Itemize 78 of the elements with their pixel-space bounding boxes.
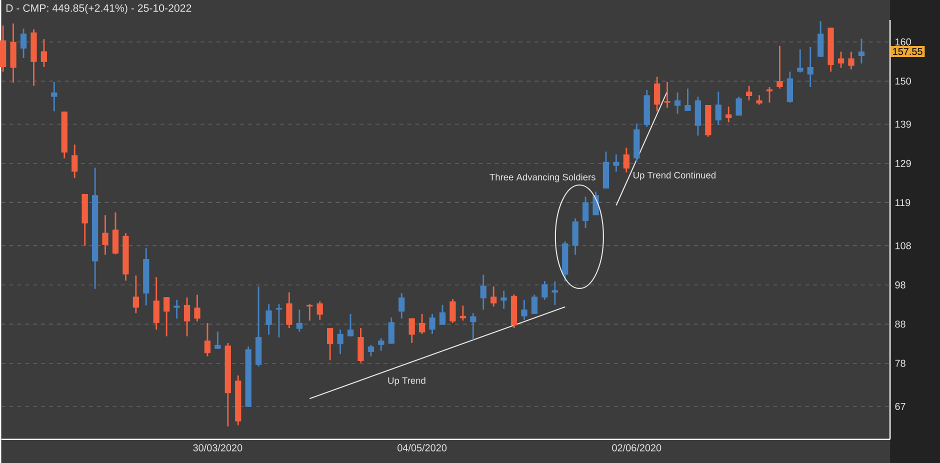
candlestick xyxy=(184,296,190,337)
y-tick-label: 108 xyxy=(896,242,911,250)
candlestick xyxy=(327,327,334,361)
candlestick xyxy=(807,46,814,88)
candlestick xyxy=(664,81,670,108)
y-tick-label: 98 xyxy=(895,281,906,288)
candlestick xyxy=(266,303,272,336)
y-tick-label: 78 xyxy=(895,360,906,367)
candlestick xyxy=(102,214,108,256)
candlestick xyxy=(674,92,681,114)
candlestick xyxy=(613,154,620,172)
candlestick xyxy=(429,313,436,334)
candlestick xyxy=(776,44,783,90)
candlestick xyxy=(623,146,630,174)
candlestick xyxy=(542,280,548,300)
candlestick xyxy=(786,70,793,104)
candlestick xyxy=(174,298,180,320)
y-tick-label: 67 xyxy=(895,402,906,410)
candlestick xyxy=(858,38,865,64)
annotation: Up Trend xyxy=(388,376,426,386)
candlestick xyxy=(848,50,854,70)
candlestick xyxy=(766,86,773,104)
candlestick xyxy=(40,38,48,68)
candlestick xyxy=(582,196,589,229)
y-tick-label: 129 xyxy=(896,160,911,167)
candlestick xyxy=(286,291,292,329)
x-tick-label: 30/03/2020 xyxy=(193,444,242,452)
candlestick xyxy=(306,303,313,322)
candlestick xyxy=(450,298,456,324)
candlestick xyxy=(531,294,538,315)
candlestick xyxy=(715,90,722,126)
candlestick xyxy=(726,106,732,123)
candlestick xyxy=(439,304,446,326)
candlestick xyxy=(72,144,78,178)
chart-title: D - CMP: 449.85(+2.41%) - 25-10-2022 xyxy=(6,4,192,14)
candlestick xyxy=(368,344,374,357)
candlestick xyxy=(684,88,691,112)
candlestick xyxy=(51,81,58,112)
candlestick xyxy=(490,286,497,308)
candlestick xyxy=(296,308,302,332)
y-tick-label: 88 xyxy=(895,320,906,328)
candlestick xyxy=(337,328,344,354)
candlestick xyxy=(194,294,200,322)
candlestick xyxy=(746,84,752,101)
y-tick-label: 139 xyxy=(896,120,911,128)
candlestick xyxy=(418,313,426,334)
x-tick-label: 04/05/2020 xyxy=(398,444,447,452)
candlestick xyxy=(347,313,354,337)
candlestick xyxy=(164,296,170,337)
candlestick xyxy=(276,303,282,338)
candlestick xyxy=(398,292,405,320)
candlestick xyxy=(500,290,507,310)
y-tick-label: 150 xyxy=(896,77,911,84)
candlestick xyxy=(838,50,844,68)
candlestick xyxy=(378,337,384,352)
candlestick xyxy=(204,322,211,357)
candlestick xyxy=(214,330,221,350)
candlestick xyxy=(480,274,486,310)
candlestick xyxy=(756,94,762,106)
candlestick xyxy=(153,276,160,330)
candlestick xyxy=(132,274,139,314)
candlestick xyxy=(388,316,394,344)
candlestick xyxy=(521,298,528,320)
x-tick-label: 02/06/2020 xyxy=(612,444,662,452)
annotation: Up Trend Continued xyxy=(634,171,716,180)
candlestick xyxy=(818,20,824,58)
candlestick xyxy=(20,28,27,59)
candlestick xyxy=(470,312,476,340)
y-tick-label: 160 xyxy=(896,38,911,46)
annotation: Three Advancing Soldiers xyxy=(490,173,596,182)
candlestick xyxy=(358,327,364,364)
candlestick xyxy=(316,300,323,320)
candlestick xyxy=(112,212,119,255)
y-tick-label: 119 xyxy=(896,198,910,206)
candlestick xyxy=(654,76,660,112)
text: 157.55 xyxy=(893,48,922,55)
candlestick xyxy=(736,96,742,116)
candlestick xyxy=(408,317,415,344)
